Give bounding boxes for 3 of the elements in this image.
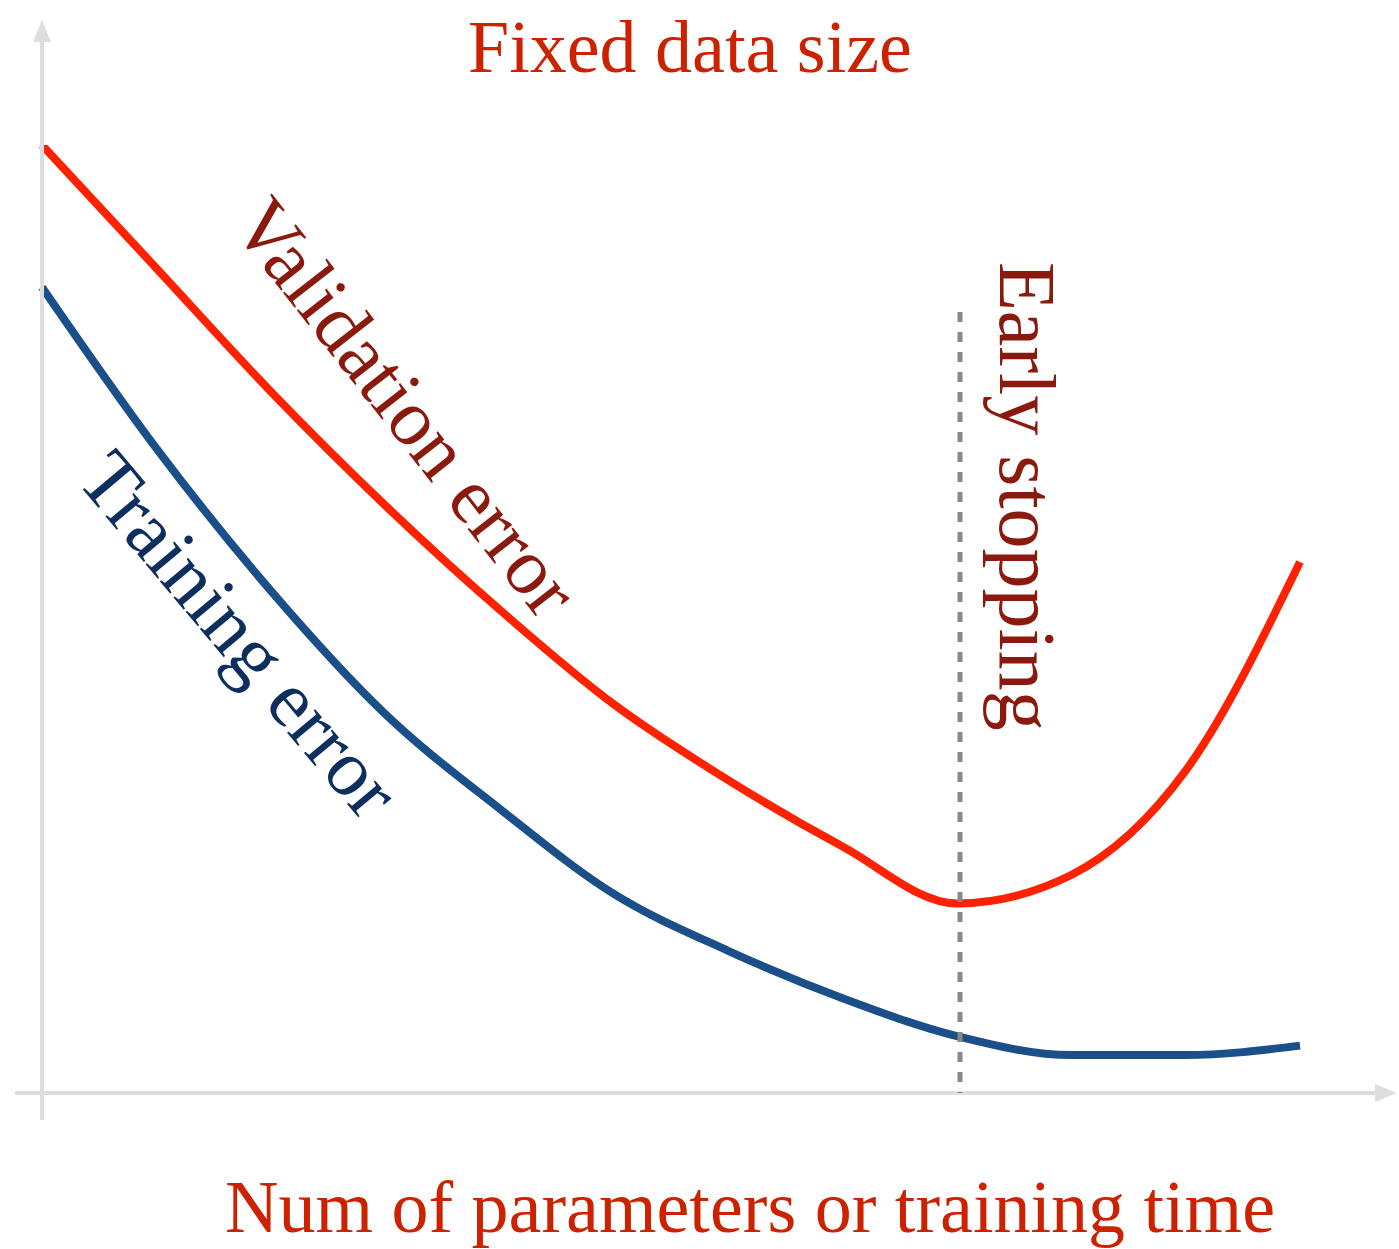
x-axis-title: Num of parameters or training time xyxy=(224,1166,1276,1248)
annotation: Early stopping xyxy=(983,262,1071,731)
chart-title: Fixed data size xyxy=(468,6,912,88)
